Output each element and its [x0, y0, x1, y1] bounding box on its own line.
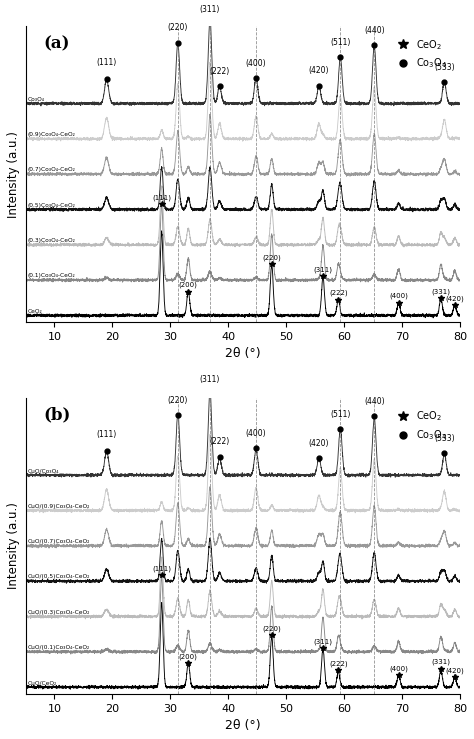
- Text: (331): (331): [431, 658, 450, 665]
- X-axis label: 2θ (°): 2θ (°): [225, 719, 261, 732]
- Text: (420): (420): [309, 67, 329, 75]
- Text: (220): (220): [262, 625, 281, 632]
- Text: (440): (440): [364, 397, 384, 406]
- Text: (420): (420): [446, 667, 464, 674]
- Text: (a): (a): [43, 35, 69, 52]
- Text: CuO/(0.9)Co₃O₄-CeO₂: CuO/(0.9)Co₃O₄-CeO₂: [27, 504, 90, 508]
- Text: (0.5)Co₃O₄-CeO₂: (0.5)Co₃O₄-CeO₂: [27, 202, 75, 208]
- Y-axis label: Intensity (a.u.): Intensity (a.u.): [7, 503, 20, 589]
- Text: (400): (400): [389, 666, 408, 672]
- Legend: CeO$_2$, Co$_3$O$_4$: CeO$_2$, Co$_3$O$_4$: [389, 406, 451, 446]
- Text: CuO/Co₃O₄: CuO/Co₃O₄: [27, 469, 59, 474]
- Text: (511): (511): [330, 409, 351, 419]
- Text: (400): (400): [389, 293, 408, 299]
- Text: (533): (533): [434, 434, 455, 443]
- Text: (0.1)Co₃O₄-CeO₂: (0.1)Co₃O₄-CeO₂: [27, 273, 75, 279]
- Text: (222): (222): [329, 290, 347, 296]
- Text: (0.9)Co₃O₄-CeO₂: (0.9)Co₃O₄-CeO₂: [27, 132, 75, 137]
- Legend: CeO$_2$, Co$_3$O$_4$: CeO$_2$, Co$_3$O$_4$: [389, 34, 451, 74]
- Text: (111): (111): [97, 430, 117, 439]
- Text: (111): (111): [152, 194, 171, 200]
- Text: (200): (200): [179, 282, 198, 288]
- Text: (331): (331): [431, 288, 450, 295]
- Text: (220): (220): [168, 24, 188, 33]
- Text: (0.3)Co₃O₄-CeO₂: (0.3)Co₃O₄-CeO₂: [27, 238, 75, 243]
- Text: (311): (311): [313, 638, 332, 644]
- Text: (440): (440): [364, 26, 384, 35]
- Text: (111): (111): [97, 58, 117, 67]
- Text: (311): (311): [200, 5, 220, 15]
- Text: CuO/(0.3)Co₃O₄-CeO₂: CuO/(0.3)Co₃O₄-CeO₂: [27, 610, 90, 615]
- Text: (200): (200): [179, 653, 198, 660]
- Text: CuO/CeO₂: CuO/CeO₂: [27, 681, 56, 685]
- Text: (0.7)Co₃O₄-CeO₂: (0.7)Co₃O₄-CeO₂: [27, 168, 75, 172]
- Text: Co₃O₄: Co₃O₄: [27, 97, 44, 102]
- Text: (420): (420): [309, 438, 329, 448]
- Text: (b): (b): [43, 406, 70, 423]
- Y-axis label: Intensity (a.u.): Intensity (a.u.): [7, 131, 20, 217]
- Text: (533): (533): [434, 63, 455, 72]
- Text: (222): (222): [210, 437, 230, 446]
- Text: (420): (420): [446, 295, 464, 302]
- Text: (220): (220): [262, 254, 281, 261]
- Text: (511): (511): [330, 38, 351, 47]
- Text: CuO/(0.5)Co₃O₄-CeO₂: CuO/(0.5)Co₃O₄-CeO₂: [27, 574, 90, 579]
- Text: CuO/(0.1)Co₃O₄-CeO₂: CuO/(0.1)Co₃O₄-CeO₂: [27, 645, 90, 650]
- Text: (222): (222): [329, 661, 347, 667]
- Text: (111): (111): [152, 565, 171, 572]
- Text: (311): (311): [313, 266, 332, 273]
- Text: CuO/(0.7)Co₃O₄-CeO₂: CuO/(0.7)Co₃O₄-CeO₂: [27, 539, 90, 544]
- Text: (220): (220): [168, 395, 188, 405]
- X-axis label: 2θ (°): 2θ (°): [225, 347, 261, 361]
- Text: (222): (222): [210, 67, 230, 75]
- Text: CeO₂: CeO₂: [27, 309, 42, 314]
- Text: (400): (400): [246, 429, 266, 438]
- Text: (311): (311): [200, 375, 220, 384]
- Text: (400): (400): [246, 58, 266, 67]
